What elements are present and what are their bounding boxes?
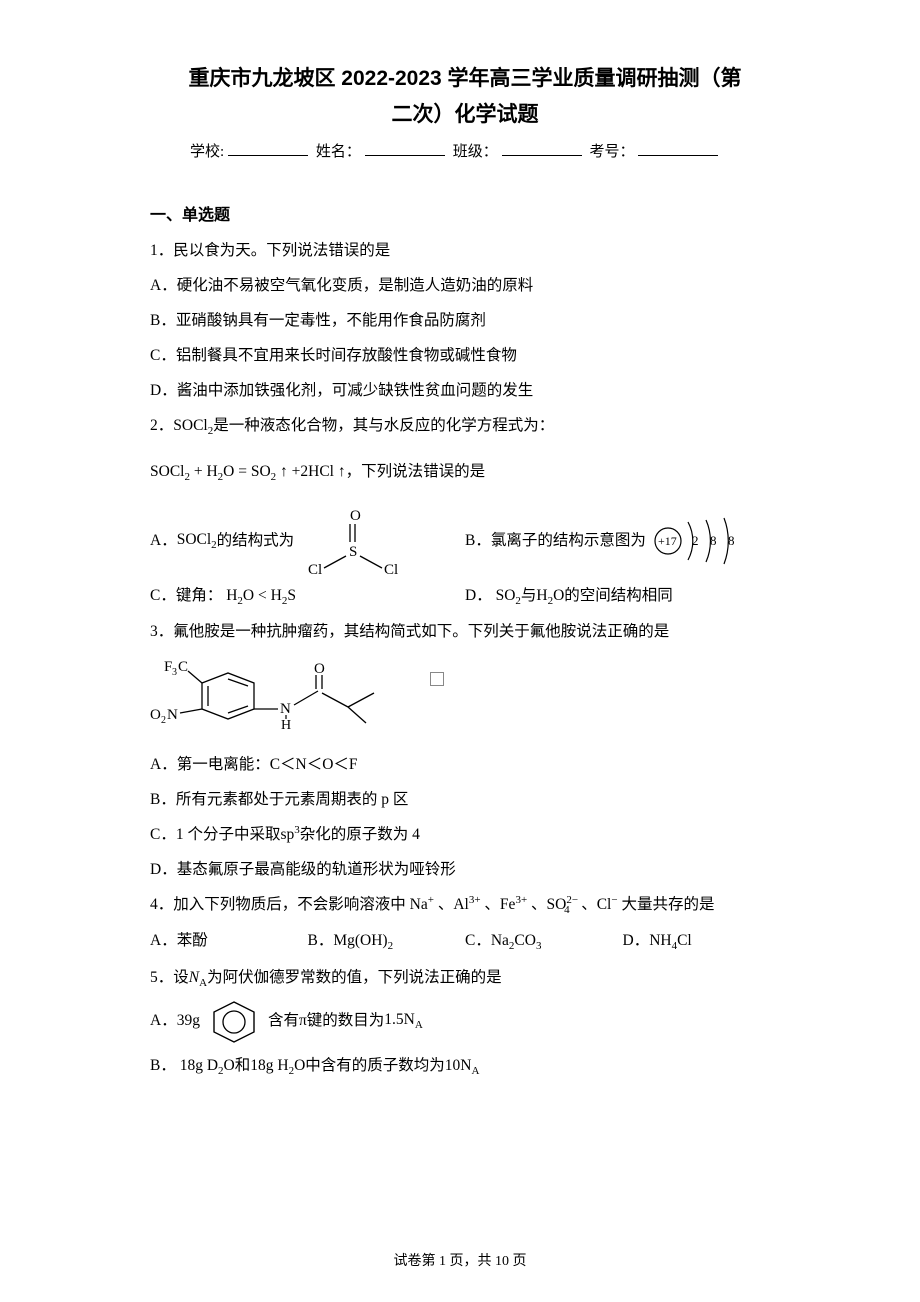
blank-class bbox=[502, 155, 582, 156]
svg-text:N: N bbox=[280, 701, 291, 717]
page-footer: 试卷第 1 页，共 10 页 bbox=[0, 1250, 920, 1270]
q4-options: A．苯酚 B．Mg(OH)2 C．Na2CO3 D．NH4Cl bbox=[150, 925, 780, 957]
title-line-2: 二次）化学试题 bbox=[150, 98, 780, 128]
q1-d: D．酱油中添加铁强化剂，可减少缺铁性贫血问题的发生 bbox=[150, 375, 780, 406]
svg-text:O: O bbox=[350, 508, 361, 524]
q1-a: A．硬化油不易被空气氧化变质，是制造人造奶油的原料 bbox=[150, 270, 780, 301]
svg-text:8: 8 bbox=[710, 533, 717, 548]
q3-a: A．第一电离能：C＜N＜O＜F bbox=[150, 749, 780, 780]
q5-stem: 5．设NA为阿伏伽德罗常数的值，下列说法正确的是 bbox=[150, 962, 780, 994]
svg-text:N: N bbox=[167, 707, 178, 723]
q3-c: C．1 个分子中采取sp3杂化的原子数为 4 bbox=[150, 819, 780, 850]
svg-text:O: O bbox=[314, 661, 325, 677]
q2-a-structure-icon: O S Cl Cl bbox=[302, 506, 402, 576]
q4-c: C．Na2CO3 bbox=[465, 925, 623, 957]
q2-b: B．氯离子的结构示意图为 +17 2 8 8 bbox=[465, 514, 780, 568]
q4-b: B．Mg(OH)2 bbox=[308, 925, 466, 957]
q2-b-atom-icon: +17 2 8 8 bbox=[650, 514, 760, 568]
q3-structure-icon: F 3 C O 2 N N H O bbox=[150, 653, 780, 743]
label-examno: 考号： bbox=[589, 144, 634, 160]
svg-text:S: S bbox=[349, 544, 357, 560]
blank-examno bbox=[638, 155, 718, 156]
label-school: 学校: bbox=[190, 144, 224, 160]
q2-row-cd: C．键角： H2O < H2S D． SO2与H2O的空间结构相同 bbox=[150, 580, 780, 612]
section-1-title: 一、单选题 bbox=[150, 201, 780, 225]
q3-stem: 3．氟他胺是一种抗肿瘤药，其结构简式如下。下列关于氟他胺说法正确的是 bbox=[150, 616, 780, 647]
benzene-icon bbox=[206, 998, 262, 1046]
label-name: 姓名： bbox=[316, 144, 361, 160]
q2-row-ab: A． SOCl2 的结构式为 O S Cl Cl B．氯离子的结构示意图为 +1… bbox=[150, 506, 780, 576]
q1-c: C．铝制餐具不宜用来长时间存放酸性食物或碱性食物 bbox=[150, 340, 780, 371]
svg-text:O: O bbox=[150, 707, 161, 723]
svg-text:Cl: Cl bbox=[384, 562, 398, 576]
blank-name bbox=[365, 155, 445, 156]
q5-b: B． 18g D2O和18g H2O中含有的质子数均为10NA bbox=[150, 1050, 780, 1082]
label-class: 班级： bbox=[453, 144, 498, 160]
meta-line: 学校: 姓名： 班级： 考号： bbox=[150, 140, 780, 161]
q2-d: D． SO2与H2O的空间结构相同 bbox=[465, 580, 780, 612]
title-line-1: 重庆市九龙坡区 2022-2023 学年高三学业质量调研抽测（第 bbox=[150, 60, 780, 98]
q2-stem: 2．SOCl2是一种液态化合物，其与水反应的化学方程式为： bbox=[150, 410, 780, 442]
q4-a: A．苯酚 bbox=[150, 925, 308, 957]
q3-b: B．所有元素都处于元素周期表的 p 区 bbox=[150, 784, 780, 815]
q2-a: A． SOCl2 的结构式为 O S Cl Cl bbox=[150, 506, 465, 576]
svg-text:H: H bbox=[281, 718, 291, 733]
svg-text:Cl: Cl bbox=[308, 562, 322, 576]
svg-text:2: 2 bbox=[161, 715, 166, 726]
svg-text:+17: +17 bbox=[658, 534, 677, 548]
q4-d: D．NH4Cl bbox=[623, 925, 781, 957]
blank-school bbox=[228, 155, 308, 156]
q2-c: C．键角： H2O < H2S bbox=[150, 580, 465, 612]
svg-text:2: 2 bbox=[692, 533, 699, 548]
q5-a: A．39g 含有π键的数目为1.5NA bbox=[150, 998, 780, 1046]
q1-b: B．亚硝酸钠具有一定毒性，不能用作食品防腐剂 bbox=[150, 305, 780, 336]
q1-stem: 1．民以食为天。下列说法错误的是 bbox=[150, 235, 780, 266]
q2-equation: SOCl2 + H2O = SO2 ↑ +2HCl ↑，下列说法错误的是 bbox=[150, 456, 780, 488]
svg-text:3: 3 bbox=[172, 667, 177, 678]
svg-text:C: C bbox=[178, 659, 188, 675]
q4-stem: 4．加入下列物质后，不会影响溶液中 Na+ 、Al3+ 、Fe3+ 、SO2−4… bbox=[150, 889, 780, 921]
watermark-box bbox=[430, 672, 444, 686]
q3-d: D．基态氟原子最高能级的轨道形状为哑铃形 bbox=[150, 854, 780, 885]
svg-text:8: 8 bbox=[728, 533, 735, 548]
